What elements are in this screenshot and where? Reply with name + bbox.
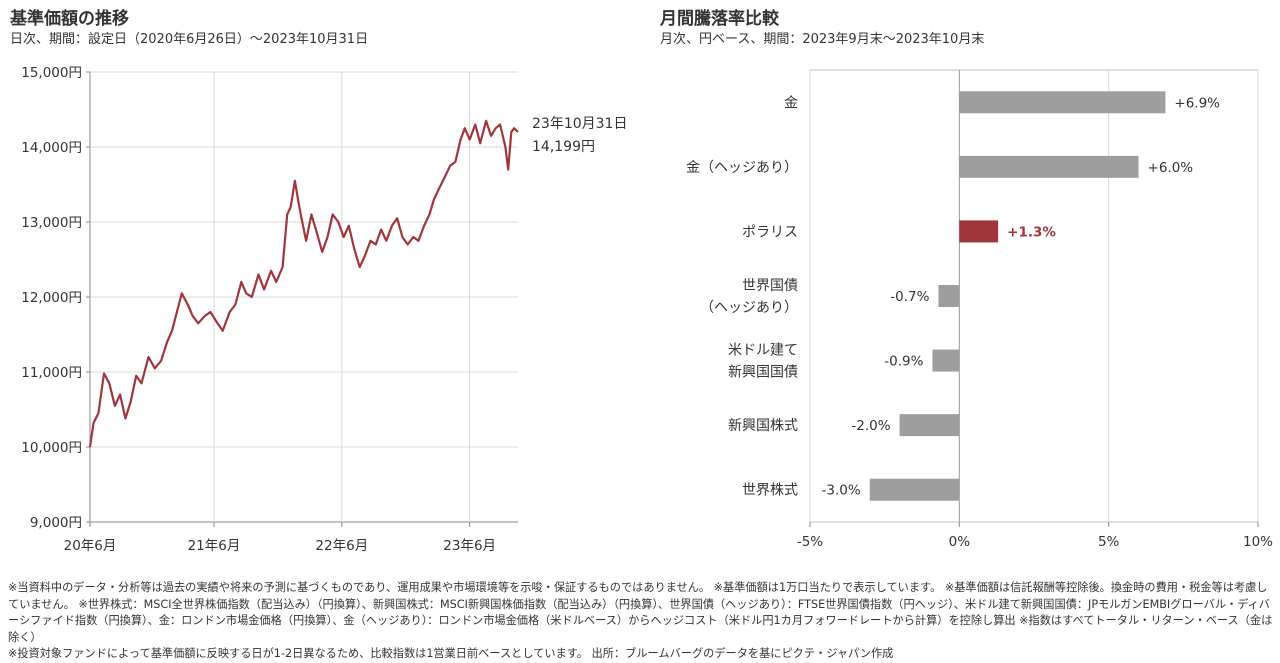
x-tick-label: 21年6月: [188, 538, 241, 554]
x-tick-label: 22年6月: [315, 538, 368, 554]
bar: [959, 91, 1166, 114]
bar-value-label: +6.0%: [1148, 160, 1194, 176]
bar-value-label: +1.3%: [1007, 224, 1056, 240]
y-tick-label: 13,000円: [21, 215, 82, 231]
category-label: 世界株式: [742, 483, 798, 499]
y-tick-label: 10,000円: [21, 440, 82, 456]
footnote-1: ※当資料中のデータ・分析等は過去の実績や将来の予測に基づくものであり、運用成果や…: [8, 581, 1273, 644]
bar: [932, 349, 960, 372]
bar-chart-title: 月間騰落率比較: [660, 9, 779, 29]
bar: [938, 285, 960, 307]
bar-value-label: -0.7%: [890, 289, 929, 305]
nav-series-line: [88, 119, 519, 448]
line-chart-subtitle: 日次、期間：設定日（2020年6月26日）～2023年10月31日: [10, 32, 369, 47]
category-label: 新興国国債: [728, 365, 798, 381]
plot-frame: [809, 69, 1259, 523]
bar: [869, 478, 960, 501]
footnote-2: ※投資対象ファンドによって基準価額に反映する日が1-2日異なるため、比較指数は1…: [8, 647, 894, 660]
x-tick-label: -5%: [797, 534, 823, 550]
y-tick-label: 15,000円: [21, 65, 82, 81]
y-tick-label: 14,000円: [21, 140, 82, 156]
category-label: 金（ヘッジあり）: [686, 160, 798, 176]
y-tick-label: 11,000円: [21, 365, 82, 381]
bar-value-label: +6.9%: [1174, 95, 1220, 111]
bar-value-label: -2.0%: [851, 418, 890, 434]
x-tick-label: 5%: [1098, 534, 1120, 550]
annotation-date: 23年10月31日: [532, 116, 627, 132]
annotation-value: 14,199円: [532, 139, 595, 155]
y-tick-label: 12,000円: [21, 290, 82, 306]
category-label: 新興国株式: [728, 418, 798, 434]
bar-value-label: -0.9%: [884, 354, 923, 370]
line-chart-title: 基準価額の推移: [10, 9, 129, 29]
footnotes: ※当資料中のデータ・分析等は過去の実績や将来の予測に基づくものであり、運用成果や…: [8, 580, 1274, 663]
bar-value-label: -3.0%: [822, 483, 861, 499]
category-label: 世界国債: [742, 278, 798, 294]
category-label: 金: [784, 95, 798, 111]
x-tick-label: 0%: [949, 534, 971, 550]
x-tick-label: 20年6月: [64, 538, 117, 554]
bar: [959, 155, 1139, 178]
category-label: （ヘッジあり）: [700, 300, 798, 316]
y-tick-label: 9,000円: [30, 515, 82, 531]
nav-line-chart: 9,000円 10,000円 11,000円 12,000円 13,000円 14,000…: [21, 65, 627, 554]
bar-chart-subtitle: 月次、円ベース、期間：2023年9月末～2023年10月末: [660, 32, 985, 47]
x-tick-label: 23年6月: [443, 538, 496, 554]
bar: [899, 414, 960, 437]
category-label: 米ドル建て: [728, 343, 798, 359]
bar: [959, 220, 999, 243]
x-tick-label: 10%: [1243, 534, 1273, 550]
return-bar-chart: -5% 0% 5% 10% +6.9% 金 +6.0% 金（ヘッジあり） +1.3% ポラリス -0…: [686, 69, 1273, 550]
category-label: ポラリス: [742, 224, 798, 240]
